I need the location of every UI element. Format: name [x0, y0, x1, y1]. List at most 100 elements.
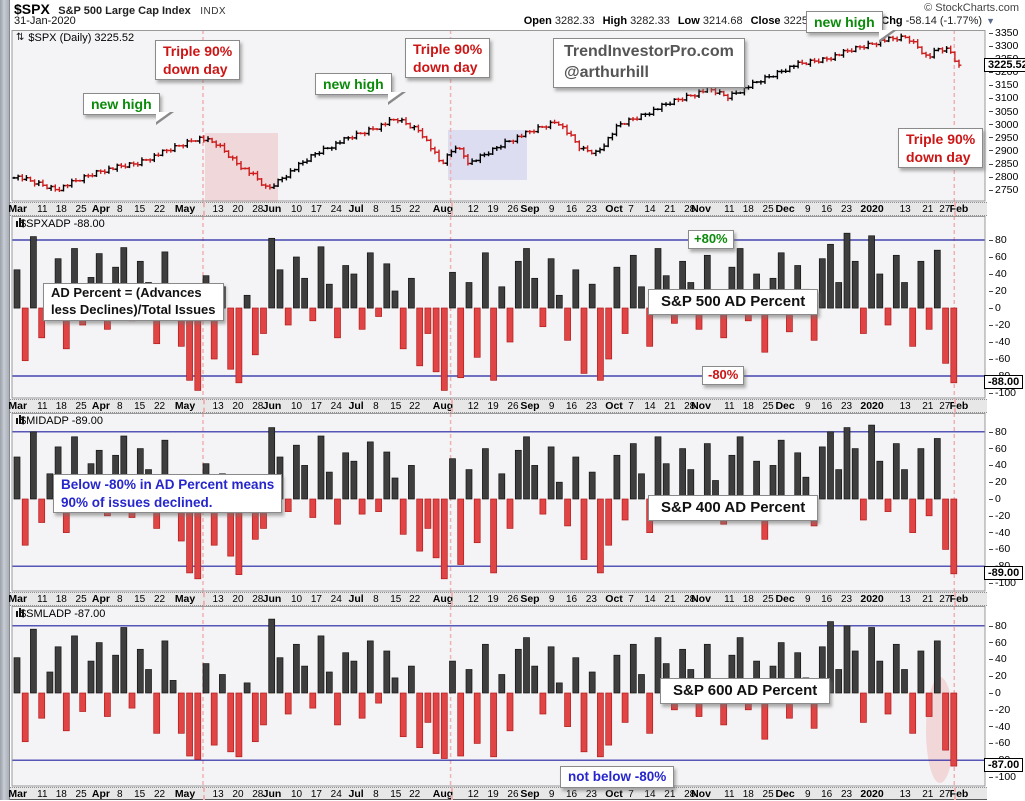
x-axis-label: 17 [310, 204, 322, 215]
x-axis-label: 19 [487, 594, 499, 605]
y-axis-label: 40 [989, 268, 1007, 280]
price-panel[interactable]: ⇅ $SPX (Daily) 3225.52 33503300325032003… [10, 27, 1025, 202]
x-axis-label: 28 [684, 789, 696, 800]
x-axis-label: 14 [644, 401, 656, 412]
x-axis-label: Jul [348, 400, 364, 412]
x-axis-label: 23 [840, 594, 853, 605]
x-axis-label: 26 [507, 401, 519, 412]
quote-dropdown-arrow[interactable]: ▼ [986, 16, 995, 26]
x-axis-label: 9 [548, 789, 555, 800]
y-axis-label: 40 [989, 653, 1007, 665]
x-axis-label: 11 [37, 401, 48, 412]
x-axis-label: 28 [252, 594, 264, 605]
triple-90-down-day-3: Triple 90% down day [898, 128, 984, 169]
x-axis-label: 2020 [860, 400, 884, 412]
x-axis-label: 14 [644, 789, 656, 800]
y-axis-label: -40 [989, 336, 1010, 348]
last-value-tag: -87.00 [984, 758, 1024, 773]
minus-80-label: -80% [702, 366, 745, 385]
x-axis-label: 26 [507, 594, 519, 605]
midadp-panel[interactable]: $MIDADP -89.00 806040200-20-40-60-80-100… [10, 413, 1025, 592]
y-axis-label: -20 [989, 704, 1010, 716]
x-axis-label: 8 [373, 789, 379, 800]
x-axis-label: 19 [487, 401, 499, 412]
x-axis-label: 28 [252, 401, 264, 412]
y-axis-label: 3300 [989, 40, 1018, 52]
spxadp-panel-title-text: $SPXADP -88.00 [20, 218, 105, 230]
x-axis-label: Nov [691, 400, 711, 412]
x-axis-label: 16 [565, 789, 578, 800]
x-axis-label: Oct [605, 788, 623, 800]
quote-label: Low [677, 15, 700, 27]
x-axis-label: 25 [75, 594, 87, 605]
event-dash-line [203, 592, 205, 606]
y-axis-label: 20 [989, 285, 1007, 297]
x-axis-label: May [174, 203, 196, 215]
x-axis-label: 22 [153, 594, 166, 605]
x-axis-label: Dec [775, 788, 795, 800]
exchange-label: INDX [200, 6, 227, 17]
event-dash-line [954, 399, 957, 413]
y-axis-label: 20 [989, 476, 1007, 488]
symbol-name: S&P 500 Large Cap Index [58, 5, 191, 17]
last-value-tag: 3225.52 [984, 57, 1025, 72]
x-axis-label: 7 [628, 401, 634, 412]
quote-value: 3214.68 [702, 15, 743, 27]
x-axis-label: 14 [644, 204, 656, 215]
x-axis-label: 21 [922, 789, 934, 800]
x-axis-label: 15 [134, 789, 146, 800]
event-dash-line [450, 787, 453, 800]
last-value-tag: -88.00 [984, 374, 1024, 389]
x-axis-label: 18 [55, 789, 67, 800]
x-axis-label: Jun [262, 593, 282, 605]
x-axis-label: 7 [628, 789, 634, 800]
quote-value: 3282.33 [554, 15, 595, 27]
x-axis-label: 15 [390, 594, 402, 605]
y-axis-label: 2950 [989, 132, 1018, 144]
x-axis-label: Sep [520, 788, 540, 800]
x-axis-label: 19 [487, 204, 499, 215]
y-axis-label: -60 [989, 543, 1010, 555]
event-dash-line [203, 787, 205, 800]
x-axis-label: 18 [55, 594, 67, 605]
x-axis-label: 13 [212, 789, 224, 800]
quote-label: High [602, 15, 628, 27]
x-axis-label: 7 [628, 594, 634, 605]
x-axis-label: 8 [117, 204, 123, 215]
x-axis-label: Dec [775, 400, 795, 412]
x-axis-label: 7 [628, 204, 634, 215]
midadp-panel-title: $MIDADP -89.00 [16, 415, 103, 427]
ad-percent-formula: AD Percent = (Advances less Declines)/Tot… [43, 283, 224, 321]
x-axis-label: Mar [8, 400, 28, 412]
y-axis-label: -60 [989, 353, 1010, 365]
x-axis-label: 10 [290, 401, 303, 412]
smladp-panel[interactable]: $SMLADP -87.00 806040200-20-40-60-80-100… [10, 606, 1025, 788]
x-axis-label: 21 [922, 401, 934, 412]
x-axis-label: 21 [664, 204, 676, 215]
spxadp-panel[interactable]: $SPXADP -88.00 806040200-20-40-60-80-100… [10, 216, 1025, 399]
x-axis-label: Dec [775, 593, 795, 605]
x-axis-label: 9 [548, 594, 555, 605]
x-axis-label: 22 [409, 594, 421, 605]
y-axis-label: -40 [989, 527, 1010, 539]
spxadp-chart-svg [11, 216, 986, 399]
x-axis-label: Mar [8, 593, 28, 605]
x-axis-label: 8 [117, 401, 123, 412]
stockcharts-credit[interactable]: © StockCharts.com [924, 2, 1019, 14]
x-axis-label: 22 [409, 204, 421, 215]
x-axis-label: 24 [330, 204, 342, 215]
date-axis-strip-3: Mar 11 18 25 Apr 8 15 22 May 13 20 28 Jun 10 17 24 Jul 8 1… [8, 592, 987, 606]
x-axis-label: 14 [644, 594, 656, 605]
x-axis-label: 18 [55, 204, 67, 215]
header-title-row: $SPX S&P 500 Large Cap Index INDX © Stoc… [14, 1, 1021, 17]
x-axis-label: 8 [117, 594, 123, 605]
chart-header: $SPX S&P 500 Large Cap Index INDX © Stoc… [10, 0, 1025, 30]
chart-workbench: $SPX S&P 500 Large Cap Index INDX © Stoc… [8, 0, 1025, 800]
x-axis-label: 26 [507, 204, 519, 215]
x-axis-label: 13 [212, 401, 224, 412]
event-dash-line [203, 399, 205, 413]
x-axis-label: Sep [520, 203, 540, 215]
y-axis-label: 3350 [989, 27, 1018, 39]
x-axis-label: 15 [390, 789, 402, 800]
x-axis-label: 18 [55, 401, 67, 412]
